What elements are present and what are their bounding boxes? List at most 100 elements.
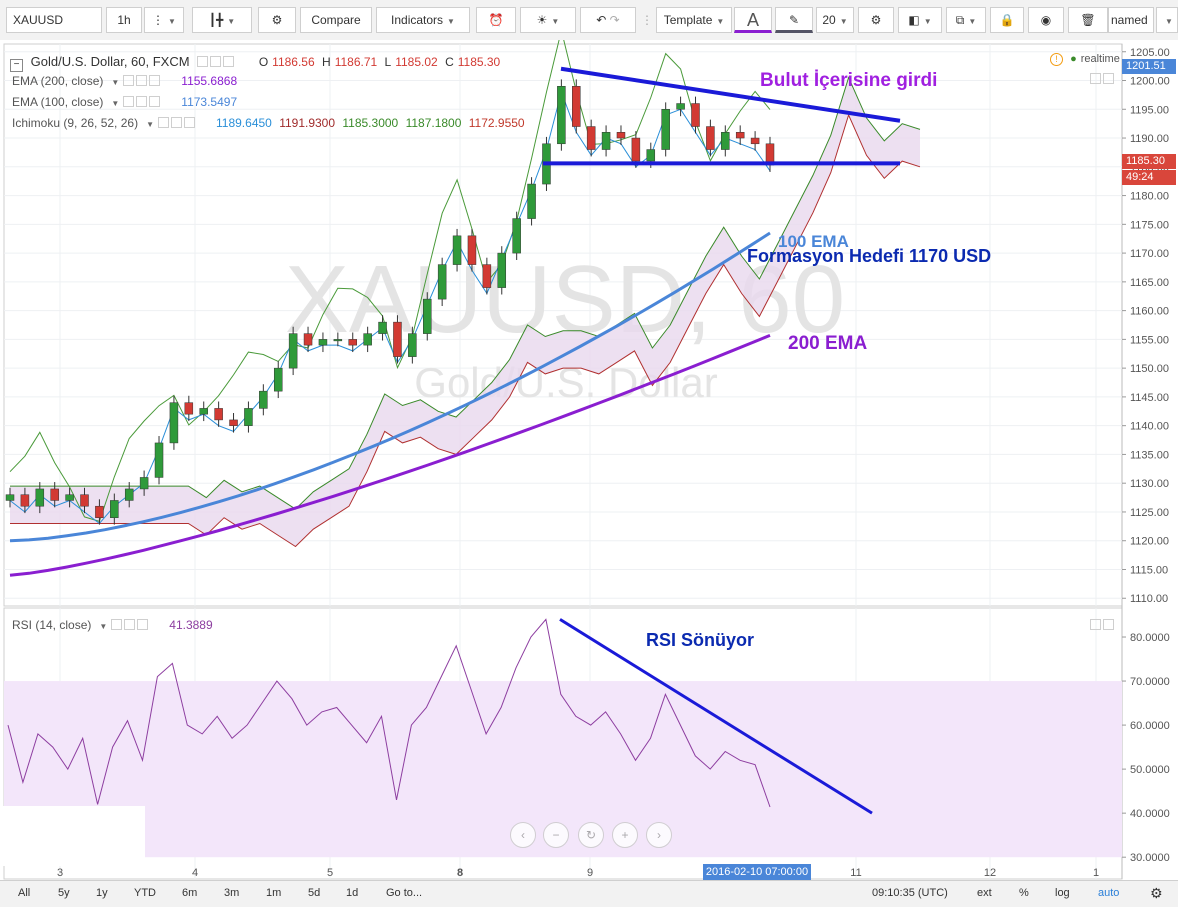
settings-button[interactable]: ⚙ (258, 7, 296, 33)
zoom-in-button[interactable]: + (612, 822, 638, 848)
rsi-pane-controls[interactable] (1090, 618, 1124, 632)
ohlc-open: 1186.56 (272, 55, 315, 69)
warning-icon[interactable]: ! (1050, 53, 1063, 66)
reset-chart-button[interactable]: ↻ (578, 822, 604, 848)
move-up-icon[interactable] (1090, 619, 1101, 630)
price-tick-label: 1200.00 (1130, 76, 1170, 88)
chevron-down-icon[interactable]: ▼ (99, 622, 108, 631)
close-icon[interactable] (137, 619, 149, 630)
eye-icon[interactable] (123, 75, 135, 86)
auto-toggle[interactable]: auto (1098, 887, 1120, 899)
delete-button[interactable]: 🗑 (1068, 7, 1108, 33)
time-axis[interactable]: 3 4 5 8 9 11 12 1 (57, 867, 1099, 879)
bring-forward-button[interactable]: ◧ ▼ (898, 7, 942, 33)
symbol-search[interactable]: XAUUSD (6, 7, 102, 33)
eye-icon[interactable] (123, 96, 135, 107)
ichimoku-chikou-value: 1185.3000 (342, 116, 399, 130)
gear-icon[interactable] (136, 96, 148, 107)
interval-menu-button[interactable]: ⋮ ▼ (144, 7, 184, 33)
main-pane-controls[interactable] (1090, 72, 1124, 86)
candle-body (467, 235, 477, 265)
eye-icon[interactable] (197, 56, 209, 67)
close-icon[interactable] (223, 56, 235, 67)
legend-action-icons[interactable] (158, 117, 212, 128)
collapse-icon[interactable]: − (10, 59, 23, 72)
percent-toggle[interactable]: % (1019, 887, 1029, 899)
price-tick-label: 1120.00 (1130, 536, 1169, 548)
clock-label[interactable]: 09:10:35 (UTC) (872, 887, 948, 899)
close-icon[interactable] (149, 96, 161, 107)
ohlc-o-label: O (258, 55, 269, 69)
lock-button[interactable]: 🔒 (990, 7, 1024, 33)
eye-icon[interactable] (111, 619, 123, 630)
ema100-legend: EMA (100, close) ▼ 1173.5497 (12, 95, 241, 109)
chart-style-button[interactable]: ┃╋ ▼ (192, 7, 252, 33)
legend-action-icons[interactable] (111, 619, 165, 630)
range-all[interactable]: All (18, 887, 31, 899)
legend-action-icons[interactable] (123, 75, 177, 86)
layout-menu-button[interactable]: ▼ (1156, 7, 1178, 33)
gear-icon[interactable] (124, 619, 136, 630)
line-color-button[interactable]: ✎ (775, 7, 813, 33)
range-6m[interactable]: 6m (182, 887, 198, 899)
compare-button[interactable]: Compare (300, 7, 372, 33)
ema200-value: 1155.6868 (181, 74, 238, 88)
template-button[interactable]: Template ▼ (656, 7, 732, 33)
undo-redo-buttons[interactable]: ↶ ↷ (580, 7, 636, 33)
gear-icon[interactable] (210, 56, 222, 67)
scroll-right-button[interactable]: › (646, 822, 672, 848)
range-3m[interactable]: 3m (224, 887, 240, 899)
interval-button[interactable]: 1h (106, 7, 142, 33)
eye-icon: ◉ (1040, 13, 1052, 27)
move-down-icon[interactable] (1103, 73, 1114, 84)
move-down-icon[interactable] (1103, 619, 1114, 630)
ext-toggle[interactable]: ext (977, 887, 992, 899)
text-color-button[interactable]: A (734, 7, 772, 33)
visibility-button[interactable]: ◉ (1028, 7, 1064, 33)
move-up-icon[interactable] (1090, 73, 1101, 84)
plus-icon: + (621, 828, 629, 842)
undo-icon[interactable]: ↶ (596, 13, 607, 27)
drawing-settings-button[interactable]: ⚙ (858, 7, 894, 33)
candle-body (631, 137, 641, 162)
price-tick-label: 1160.00 (1130, 306, 1169, 318)
gear-icon[interactable]: ⚙ (1150, 885, 1163, 901)
indicators-button[interactable]: Indicators ▼ (376, 7, 470, 33)
chevron-down-icon[interactable]: ▼ (146, 120, 154, 129)
candle-body (482, 264, 492, 288)
range-5d[interactable]: 5d (308, 887, 321, 899)
eye-icon[interactable] (158, 117, 169, 128)
zoom-out-button[interactable]: − (543, 822, 569, 848)
chevron-down-icon[interactable]: ▼ (111, 99, 120, 108)
redo-icon[interactable]: ↷ (609, 13, 620, 27)
range-1y[interactable]: 1y (96, 887, 108, 899)
clone-button[interactable]: ⧉ ▼ (946, 7, 986, 33)
candle-body (646, 149, 656, 162)
chevron-down-icon[interactable]: ▼ (111, 78, 120, 87)
gear-icon[interactable] (136, 75, 148, 86)
legend-action-icons[interactable] (123, 96, 177, 107)
candle-body (229, 419, 238, 426)
range-5y[interactable]: 5y (58, 887, 70, 899)
drag-handle-icon[interactable]: ⋮ (641, 13, 653, 27)
layout-name-button[interactable]: named (1108, 7, 1154, 33)
close-icon[interactable] (149, 75, 161, 86)
drawn-trendlines[interactable] (543, 66, 901, 815)
ideas-button[interactable]: ☀ ▼ (520, 7, 576, 33)
gear-icon[interactable] (171, 117, 182, 128)
rsi-axis[interactable]: 30.0000 40.0000 50.0000 60.0000 70.0000 80.00… (1122, 632, 1170, 864)
layers-icon: ◧ (908, 13, 920, 27)
scroll-left-button[interactable]: ‹ (510, 822, 536, 848)
price-tick-label: 1110.00 (1130, 593, 1168, 605)
range-1m[interactable]: 1m (266, 887, 282, 899)
log-toggle[interactable]: log (1055, 887, 1070, 899)
price-axis[interactable]: 1110.00 1115.00 1120.00 1125.00 1130.00 1135.… (1122, 47, 1170, 605)
range-ytd[interactable]: YTD (134, 887, 156, 899)
close-icon[interactable] (184, 117, 195, 128)
alert-button[interactable]: ⏰ (476, 7, 516, 33)
range-1d[interactable]: 1d (346, 887, 359, 899)
chart-canvas[interactable]: XAUUSD, 60 Gold/U.S. Dollar 1110.001115.… (0, 40, 1178, 880)
goto-button[interactable]: Go to... (386, 887, 423, 899)
font-size-button[interactable]: 20 ▼ (816, 7, 854, 33)
legend-action-icons[interactable] (197, 55, 251, 67)
